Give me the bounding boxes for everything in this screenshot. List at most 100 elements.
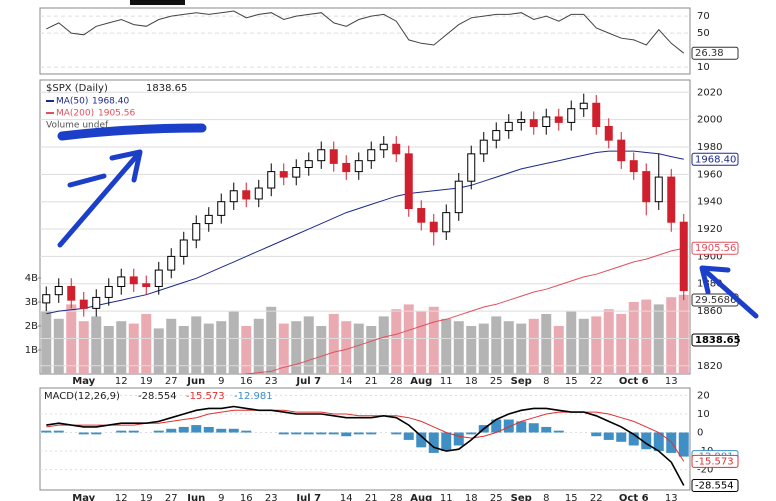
candle-body <box>579 102 588 110</box>
candle-body <box>392 143 401 155</box>
volume-bar <box>53 318 64 374</box>
volume-tick-label: 4B <box>25 273 38 284</box>
volume-bar <box>241 326 252 374</box>
candle-body <box>517 119 526 123</box>
volume-bar <box>191 316 202 374</box>
histogram-bar <box>341 432 352 437</box>
y-tick-label: 1980 <box>697 142 722 153</box>
volume-tick-label: 3B <box>25 297 38 308</box>
candle-body <box>267 171 276 189</box>
y-tick-label: 2020 <box>697 87 722 98</box>
candle-body <box>629 160 638 173</box>
histogram-bar <box>191 425 202 433</box>
x-tick-label: Aug <box>410 376 432 387</box>
volume-bar <box>216 321 227 374</box>
candle-body <box>92 296 101 309</box>
histogram-bar <box>228 428 239 433</box>
volume-bar <box>291 321 302 374</box>
y-tick-label: 10 <box>697 62 710 73</box>
x-tick-label: 16 <box>240 376 253 387</box>
y-tick-label: 1920 <box>697 224 722 235</box>
histogram-bar <box>41 430 52 433</box>
candle-body <box>42 294 51 304</box>
y-tick-label: 50 <box>697 28 710 39</box>
value-badge-label: -28.554 <box>695 480 734 491</box>
y-tick-label: 1940 <box>697 197 722 208</box>
volume-bar <box>178 326 189 374</box>
macd-frame <box>39 387 691 491</box>
candle-body <box>504 121 513 132</box>
candle-body <box>679 221 688 292</box>
x-tick-label: 18 <box>465 376 478 387</box>
volume-bar <box>378 316 389 374</box>
histogram-bar <box>91 432 102 435</box>
candle-body <box>454 180 463 214</box>
candle-body <box>67 285 76 301</box>
candle-body <box>492 130 501 141</box>
volume-bar <box>653 304 664 374</box>
moving-average <box>46 150 684 315</box>
candle-body <box>304 160 313 169</box>
value-badge-label: 1905.56 <box>695 243 736 254</box>
volume-bar <box>366 326 377 374</box>
histogram-bar <box>591 432 602 437</box>
candle-body <box>54 285 63 296</box>
volume-bar <box>91 316 102 374</box>
volume-tick-label: 1B <box>25 345 38 356</box>
histogram-bar <box>291 432 302 435</box>
x-tick-label: 28 <box>390 493 403 501</box>
volume-bar <box>353 323 364 374</box>
candle-body <box>654 176 663 203</box>
candle-body <box>467 153 476 182</box>
x-tick-label: Jul 7 <box>295 376 321 387</box>
candle-body <box>529 119 538 127</box>
histogram-bar <box>641 432 652 450</box>
histogram-bar <box>503 419 514 433</box>
volume-bar <box>441 318 452 374</box>
histogram-bar <box>366 432 377 435</box>
histogram-bar <box>441 432 452 452</box>
histogram-bar <box>216 428 227 433</box>
histogram-bar <box>628 432 639 446</box>
x-tick-label: 27 <box>165 376 178 387</box>
candle-body <box>217 201 226 216</box>
volume-bar <box>303 316 314 374</box>
value-badge-label: 29.5686 <box>695 295 736 306</box>
candle-body <box>242 190 251 200</box>
x-tick-label: 22 <box>590 493 603 501</box>
histogram-bar <box>116 430 127 433</box>
y-tick-label: 1960 <box>697 169 722 180</box>
volume-bar <box>141 314 152 374</box>
value-badge <box>691 333 739 347</box>
x-tick-label: Oct 6 <box>619 493 649 501</box>
candle-body <box>167 255 176 271</box>
volume-bar <box>578 318 589 374</box>
volume-bar <box>503 321 514 374</box>
value-badge-label: 1838.65 <box>695 335 741 346</box>
candle-body <box>104 285 113 298</box>
candle-body <box>367 149 376 162</box>
x-tick-label: 11 <box>440 376 453 387</box>
volume-bar <box>228 311 239 374</box>
legend-ma200: MA(200) <box>56 109 94 119</box>
histogram-bar <box>278 432 289 435</box>
x-tick-label: 18 <box>465 493 478 501</box>
histogram-bar <box>316 432 327 435</box>
histogram-bar <box>416 432 427 448</box>
value-badge-label: -15.573 <box>695 456 734 467</box>
candle-body <box>179 239 188 257</box>
value-badge <box>691 152 739 166</box>
volume-bar <box>666 297 677 374</box>
volume-bar <box>566 311 577 374</box>
histogram-bar <box>616 432 627 442</box>
y-tick-label: 20 <box>697 390 710 401</box>
x-tick-label: 12 <box>115 493 128 501</box>
histogram-bar <box>78 432 89 435</box>
histogram-bar <box>666 432 677 453</box>
candle-body <box>604 125 613 141</box>
scribble <box>57 123 207 141</box>
histogram-bar <box>516 421 527 433</box>
macd-title: MACD(12,26,9) <box>44 391 120 402</box>
candle-body <box>567 108 576 123</box>
